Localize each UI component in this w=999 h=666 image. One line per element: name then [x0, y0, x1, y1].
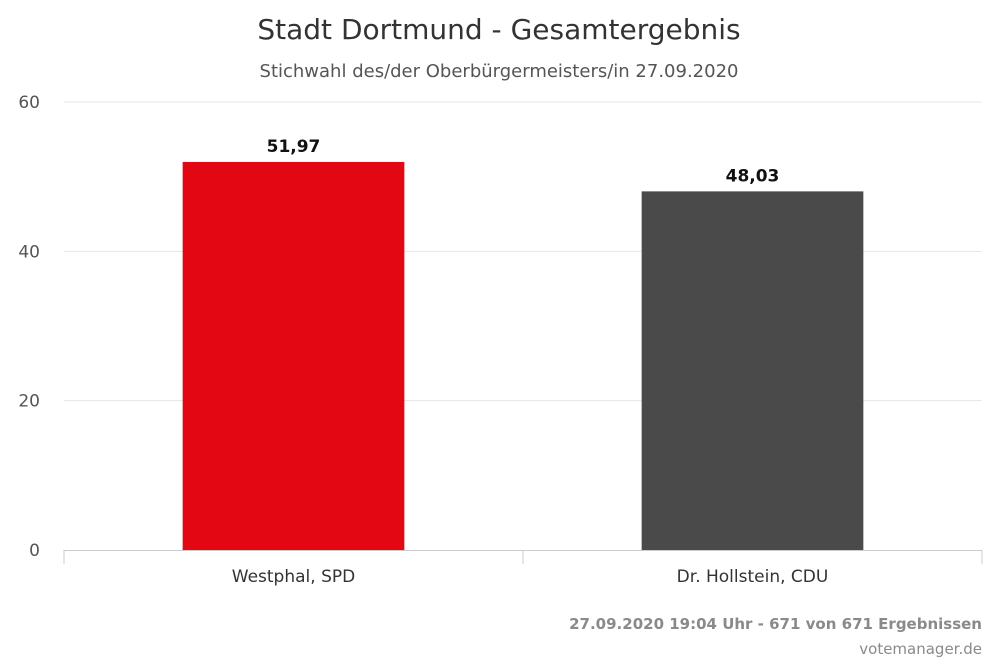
footer-timestamp: 27.09.2020 19:04 Uhr - 671 von 671 Ergeb… — [569, 615, 982, 633]
y-tick-label: 20 — [18, 392, 40, 412]
x-axis: Westphal, SPD Dr. Hollstein, CDU — [63, 550, 983, 587]
bars — [182, 161, 864, 550]
chart-subtitle: Stichwahl des/der Oberbürgermeisters/in … — [260, 61, 739, 82]
bar — [182, 161, 405, 550]
data-label: 51,97 — [267, 137, 321, 157]
y-axis-ticks: 0 20 40 60 — [18, 93, 40, 561]
bar — [641, 191, 864, 550]
footer-source-link[interactable]: votemanager.de — [859, 640, 982, 658]
data-labels: 51,97 48,03 — [267, 137, 780, 186]
chart-title: Stadt Dortmund - Gesamtergebnis — [257, 13, 740, 46]
x-tick-label: Dr. Hollstein, CDU — [677, 567, 829, 587]
x-tick-label: Westphal, SPD — [232, 567, 355, 587]
y-tick-label: 40 — [18, 242, 40, 262]
y-tick-label: 60 — [18, 93, 40, 113]
data-label: 48,03 — [726, 166, 780, 186]
y-tick-label: 0 — [29, 541, 40, 561]
